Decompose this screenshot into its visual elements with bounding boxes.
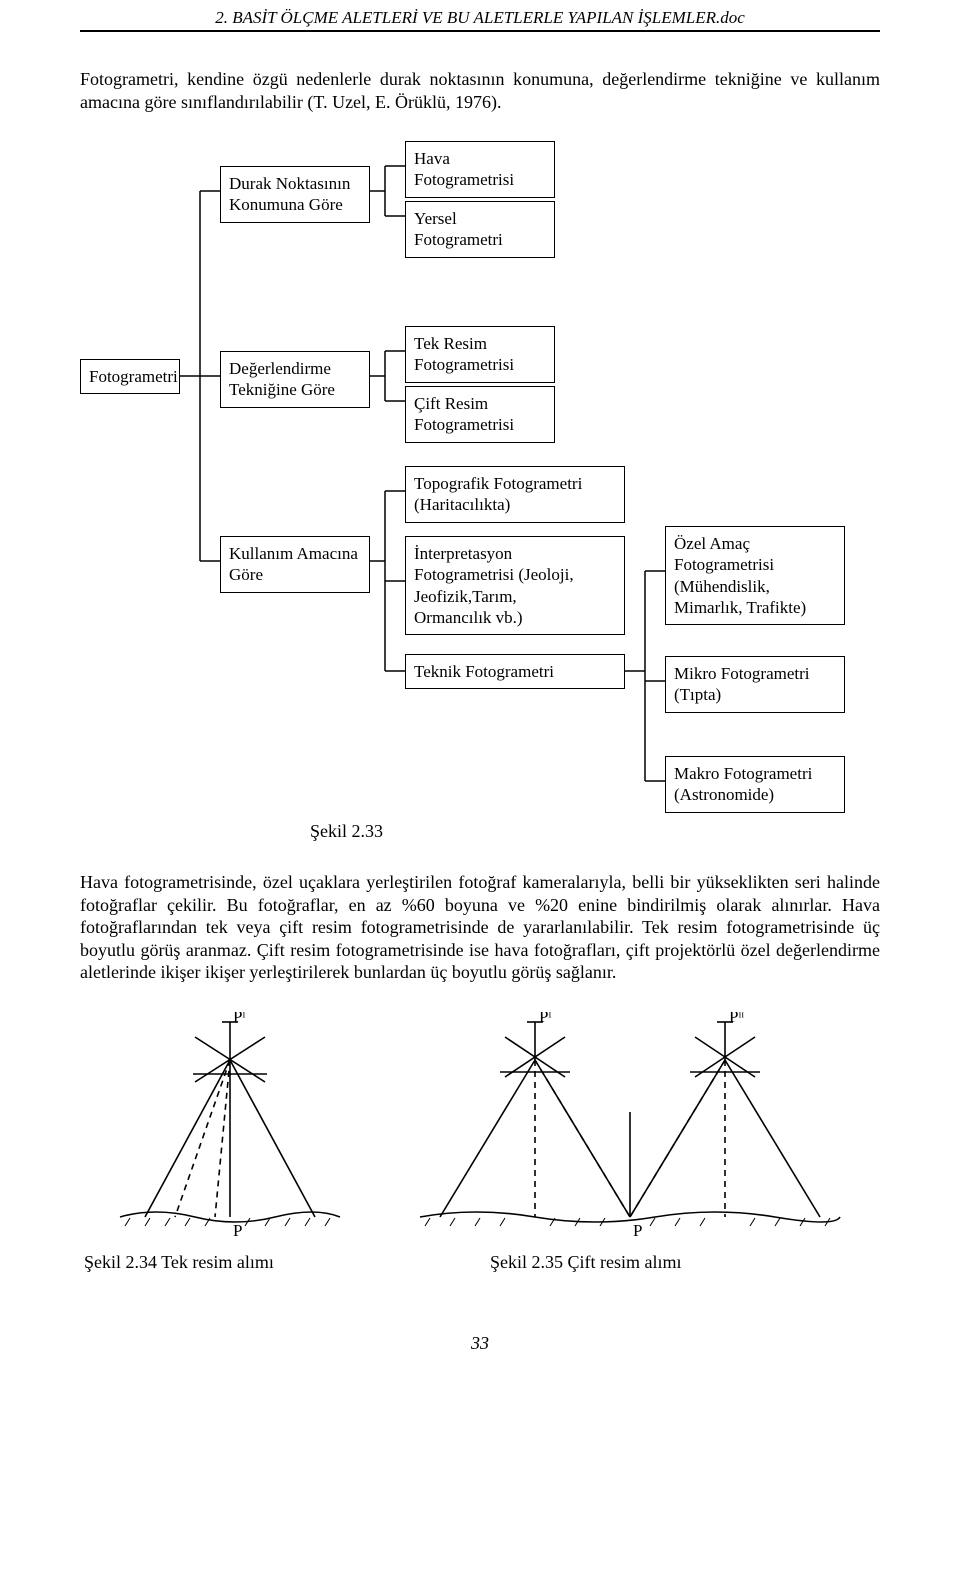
node-ciftresim: Çift ResimFotogrametrisi [405,386,555,443]
caption-double: Şekil 2.35 Çift resim alımı [460,1252,682,1273]
document-page: 2. BASİT ÖLÇME ALETLERİ VE BU ALETLERLE … [0,0,960,1394]
figure-single-svg: Pˡ P [115,1012,345,1242]
node-cat1: Durak NoktasınınKonumuna Göre [220,166,370,223]
node-makro: Makro Fotogrametri(Astronomide) [665,756,845,813]
node-cat3: Kullanım AmacınaGöre [220,536,370,593]
page-number: 33 [80,1333,880,1354]
node-mikro: Mikro Fotogrametri(Tıpta) [665,656,845,713]
body-paragraph: Hava fotogrametrisinde, özel uçaklara ye… [80,871,880,984]
figure-double: Pˡ Pᶦᶦ P [415,1012,845,1242]
diagram-caption: Şekil 2.33 [310,821,383,842]
intro-paragraph: Fotogrametri, kendine özgü nedenlerle du… [80,68,880,113]
running-header: 2. BASİT ÖLÇME ALETLERİ VE BU ALETLERLE … [80,0,880,30]
label-p-bottom-d: P [633,1221,642,1240]
classification-diagram: Fotogrametri Durak NoktasınınKonumuna Gö… [80,141,880,841]
node-ozelamac: Özel AmaçFotogrametrisi(Mühendislik,Mima… [665,526,845,625]
node-interpretasyon: İnterpretasyonFotogrametrisi (Jeoloji,Je… [405,536,625,635]
node-hava: HavaFotogrametrisi [405,141,555,198]
caption-single: Şekil 2.34 Tek resim alımı [80,1252,460,1273]
header-rule [80,30,880,32]
figure-single: Pˡ P [115,1012,345,1242]
node-yersel: YerselFotogrametri [405,201,555,258]
figure-double-svg: Pˡ Pᶦᶦ P [415,1012,845,1242]
node-cat2: DeğerlendirmeTekniğine Göre [220,351,370,408]
figure-captions: Şekil 2.34 Tek resim alımı Şekil 2.35 Çi… [80,1248,880,1273]
label-p-top: Pˡ [233,1012,245,1026]
label-p-top-right: Pᶦᶦ [729,1012,744,1026]
node-topografik: Topografik Fotogrametri(Haritacılıkta) [405,466,625,523]
label-p-top-left: Pˡ [539,1012,551,1026]
node-teknik: Teknik Fotogrametri [405,654,625,689]
label-p-bottom: P [233,1221,242,1240]
node-root: Fotogrametri [80,359,180,394]
figures-row: Pˡ P [80,1012,880,1242]
node-tekresim: Tek ResimFotogrametrisi [405,326,555,383]
